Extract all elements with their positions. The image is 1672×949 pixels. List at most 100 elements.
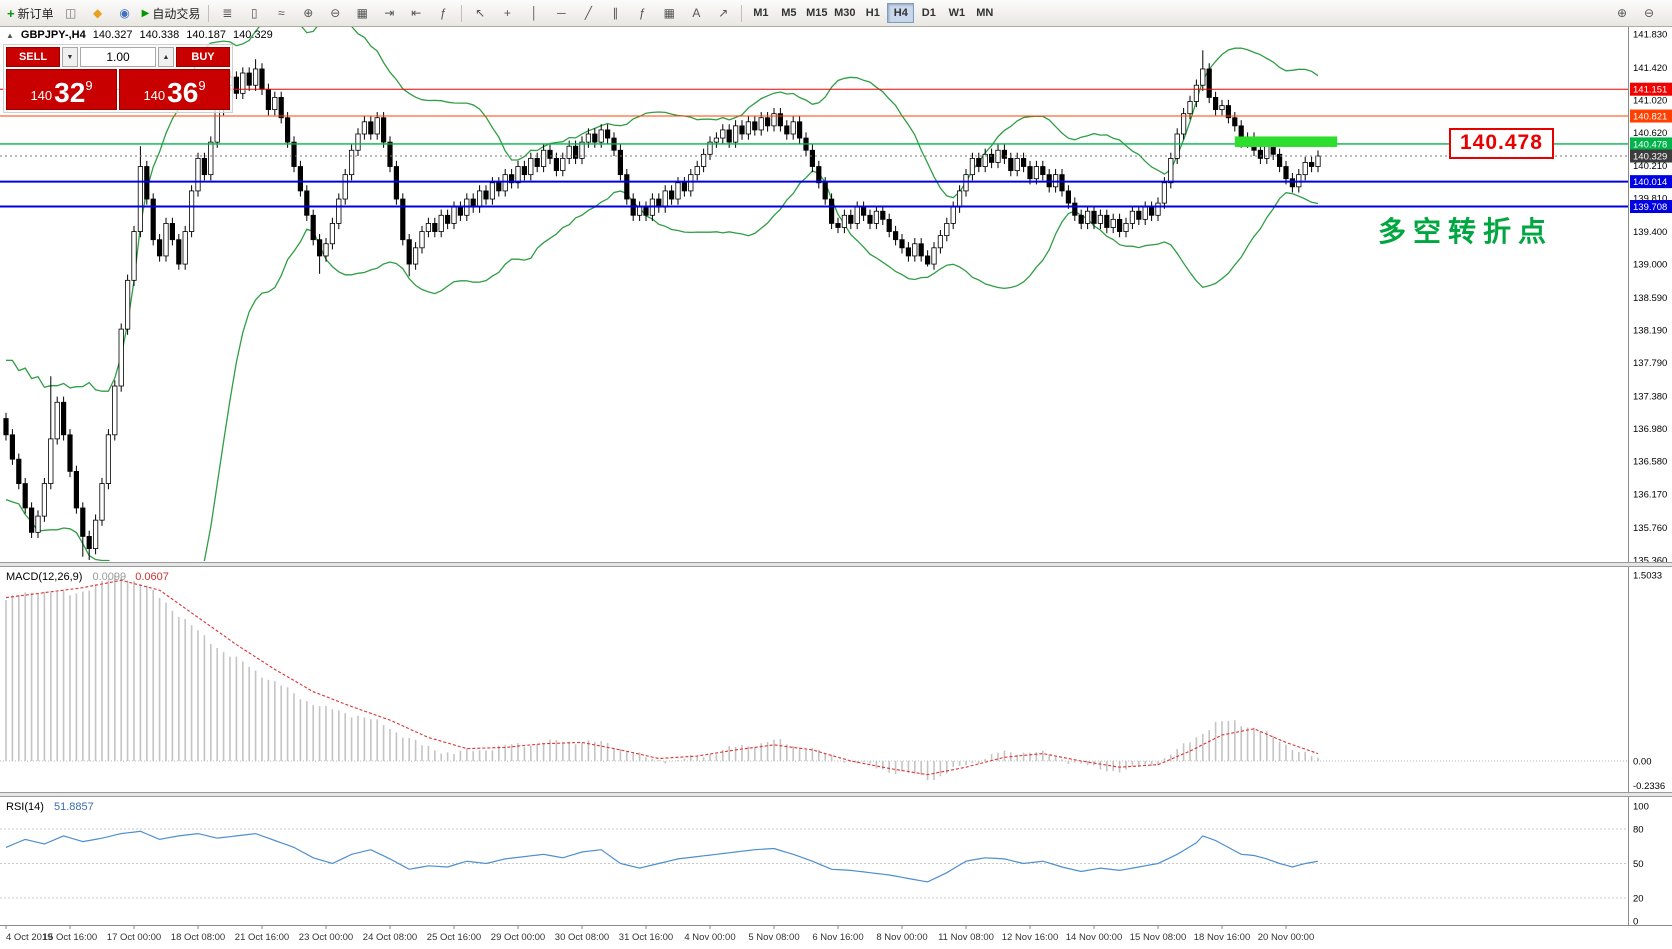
horizontal-line-icon[interactable]: ─ bbox=[557, 6, 566, 20]
auto-scroll-icon[interactable]: ⇥ bbox=[384, 6, 395, 20]
rsi-scale: 100 80 50 20 0 bbox=[1633, 802, 1649, 928]
one-click-trading-panel: SELL ▼ 1.00 ▲ BUY 140 32 9 140 36 9 bbox=[3, 44, 233, 113]
svg-text:6 Nov 16:00: 6 Nov 16:00 bbox=[812, 932, 863, 943]
svg-text:50: 50 bbox=[1633, 859, 1644, 870]
timeframe-W1-button[interactable]: W1 bbox=[948, 7, 966, 19]
svg-text:136.580: 136.580 bbox=[1633, 456, 1667, 467]
svg-text:137.790: 137.790 bbox=[1633, 358, 1667, 369]
timeframe-D1-button[interactable]: D1 bbox=[921, 7, 936, 19]
bar-chart-icon[interactable]: ≣ bbox=[222, 6, 233, 20]
candlestick-icon[interactable]: ▯ bbox=[251, 6, 258, 20]
timeframe-H4-button[interactable]: H4 bbox=[887, 3, 915, 23]
svg-text:135.760: 135.760 bbox=[1633, 523, 1667, 534]
macd-title: MACD(12,26,9) bbox=[6, 571, 83, 583]
ohlc-close: 140.329 bbox=[233, 29, 273, 41]
timeframe-M30-button[interactable]: M30 bbox=[834, 7, 856, 19]
rsi-title: RSI(14) bbox=[6, 801, 44, 813]
magnifier-minus-icon[interactable]: ⊖ bbox=[1643, 6, 1655, 20]
price-note-box[interactable]: 140.478 bbox=[1449, 128, 1554, 159]
svg-text:20: 20 bbox=[1633, 894, 1644, 905]
channel-icon[interactable]: ∥ bbox=[612, 6, 619, 20]
profile-icon[interactable]: ◆ bbox=[92, 6, 103, 20]
svg-text:139.810: 139.810 bbox=[1633, 194, 1667, 205]
svg-text:30 Oct 08:00: 30 Oct 08:00 bbox=[555, 932, 609, 943]
cursor-icon[interactable]: ↖ bbox=[475, 6, 486, 20]
panel-divider-rsi[interactable] bbox=[0, 792, 1672, 797]
timeframe-M15-button[interactable]: M15 bbox=[806, 7, 828, 19]
buy-price-main: 140 bbox=[143, 88, 166, 103]
chart-shift-icon[interactable]: ⇤ bbox=[411, 6, 422, 20]
svg-text:0: 0 bbox=[1633, 917, 1638, 928]
zoom-out-icon[interactable]: ⊖ bbox=[330, 6, 341, 20]
svg-text:135.360: 135.360 bbox=[1633, 556, 1667, 567]
svg-text:139.708: 139.708 bbox=[1633, 202, 1667, 213]
timeframe-M1-button[interactable]: M1 bbox=[753, 7, 769, 19]
indicators-icon[interactable]: ƒ bbox=[439, 6, 447, 20]
volume-decrease-button[interactable]: ▼ bbox=[62, 47, 78, 67]
svg-text:138.190: 138.190 bbox=[1633, 325, 1667, 336]
buy-price-box[interactable]: 140 36 9 bbox=[119, 69, 230, 110]
trendline-icon[interactable]: ╱ bbox=[584, 6, 592, 20]
sell-price-frac: 9 bbox=[85, 78, 93, 93]
text-icon[interactable]: A bbox=[692, 6, 701, 20]
panel-divider-macd[interactable] bbox=[0, 562, 1672, 567]
svg-text:8 Nov 00:00: 8 Nov 00:00 bbox=[876, 932, 927, 943]
volume-input[interactable]: 1.00 bbox=[80, 47, 156, 67]
buy-price-pips: 36 bbox=[167, 77, 199, 108]
collapse-one-click-icon[interactable]: ▲ bbox=[6, 30, 14, 40]
new-order-button[interactable]: + 新订单 bbox=[4, 2, 57, 24]
svg-text:18 Nov 16:00: 18 Nov 16:00 bbox=[1194, 932, 1251, 943]
rsi-panel[interactable] bbox=[0, 828, 1628, 899]
arrow-icon[interactable]: ↗ bbox=[718, 6, 729, 20]
svg-text:140.478: 140.478 bbox=[1633, 139, 1667, 150]
symbol-title: GBPJPY-,H4 bbox=[20, 29, 86, 41]
plus-icon: + bbox=[7, 5, 15, 21]
price-axis[interactable]: 141.830 141.420 141.020 140.620 140.210 139.8… bbox=[1633, 30, 1667, 567]
svg-text:136.170: 136.170 bbox=[1633, 490, 1667, 501]
svg-text:80: 80 bbox=[1633, 825, 1644, 836]
chart-window-icon[interactable]: ◫ bbox=[64, 6, 77, 20]
timeframe-H1-button[interactable]: H1 bbox=[865, 7, 880, 19]
autotrading-button[interactable]: ▶ 自动交易 bbox=[139, 2, 204, 24]
buy-button[interactable]: BUY bbox=[176, 47, 230, 67]
sell-price-box[interactable]: 140 32 9 bbox=[6, 69, 117, 110]
market-watch-icon[interactable]: ◉ bbox=[119, 6, 130, 20]
svg-text:140.821: 140.821 bbox=[1633, 112, 1667, 123]
tile-windows-icon[interactable]: ▦ bbox=[356, 6, 368, 20]
macd-value-signal: 0.0607 bbox=[135, 571, 169, 583]
svg-text:136.980: 136.980 bbox=[1633, 424, 1667, 435]
svg-text:140.014: 140.014 bbox=[1633, 177, 1667, 188]
sell-button[interactable]: SELL bbox=[6, 47, 60, 67]
svg-text:141.830: 141.830 bbox=[1633, 30, 1667, 41]
rsi-panel-title: RSI(14) 51.8857 bbox=[6, 801, 94, 813]
svg-text:24 Oct 08:00: 24 Oct 08:00 bbox=[363, 932, 417, 943]
timeframe-MN-button[interactable]: MN bbox=[976, 7, 994, 19]
horizontal-level-lines[interactable] bbox=[0, 88, 1628, 208]
cn-note-text[interactable]: 多空转折点 bbox=[1378, 216, 1554, 247]
svg-text:0.00: 0.00 bbox=[1633, 757, 1652, 768]
timeframe-M5-button[interactable]: M5 bbox=[781, 7, 797, 19]
macd-panel[interactable] bbox=[0, 575, 1628, 781]
highlight-zone-rect[interactable] bbox=[1234, 136, 1338, 148]
shapes-icon[interactable]: ▦ bbox=[663, 6, 675, 20]
zoom-in-icon[interactable]: ⊕ bbox=[303, 6, 314, 20]
svg-text:100: 100 bbox=[1633, 802, 1649, 813]
volume-increase-button[interactable]: ▲ bbox=[158, 47, 174, 67]
svg-text:12 Nov 16:00: 12 Nov 16:00 bbox=[1002, 932, 1059, 943]
svg-text:141.151: 141.151 bbox=[1633, 85, 1667, 96]
svg-text:-0.2336: -0.2336 bbox=[1633, 781, 1665, 792]
fibonacci-icon[interactable]: ƒ bbox=[638, 6, 646, 20]
svg-text:1.5033: 1.5033 bbox=[1633, 570, 1662, 581]
vertical-line-icon[interactable]: │ bbox=[530, 6, 539, 20]
new-order-label: 新订单 bbox=[17, 6, 54, 21]
svg-text:17 Oct 00:00: 17 Oct 00:00 bbox=[107, 932, 161, 943]
svg-text:141.020: 141.020 bbox=[1633, 95, 1667, 106]
sell-price-pips: 32 bbox=[54, 77, 86, 108]
macd-scale: 1.5033 0.00 -0.2336 bbox=[1633, 570, 1665, 792]
ohlc-open: 140.327 bbox=[92, 29, 133, 41]
line-chart-icon[interactable]: ≈ bbox=[278, 6, 285, 20]
crosshair-icon[interactable]: + bbox=[503, 6, 511, 20]
magnifier-plus-icon[interactable]: ⊕ bbox=[1616, 6, 1628, 20]
